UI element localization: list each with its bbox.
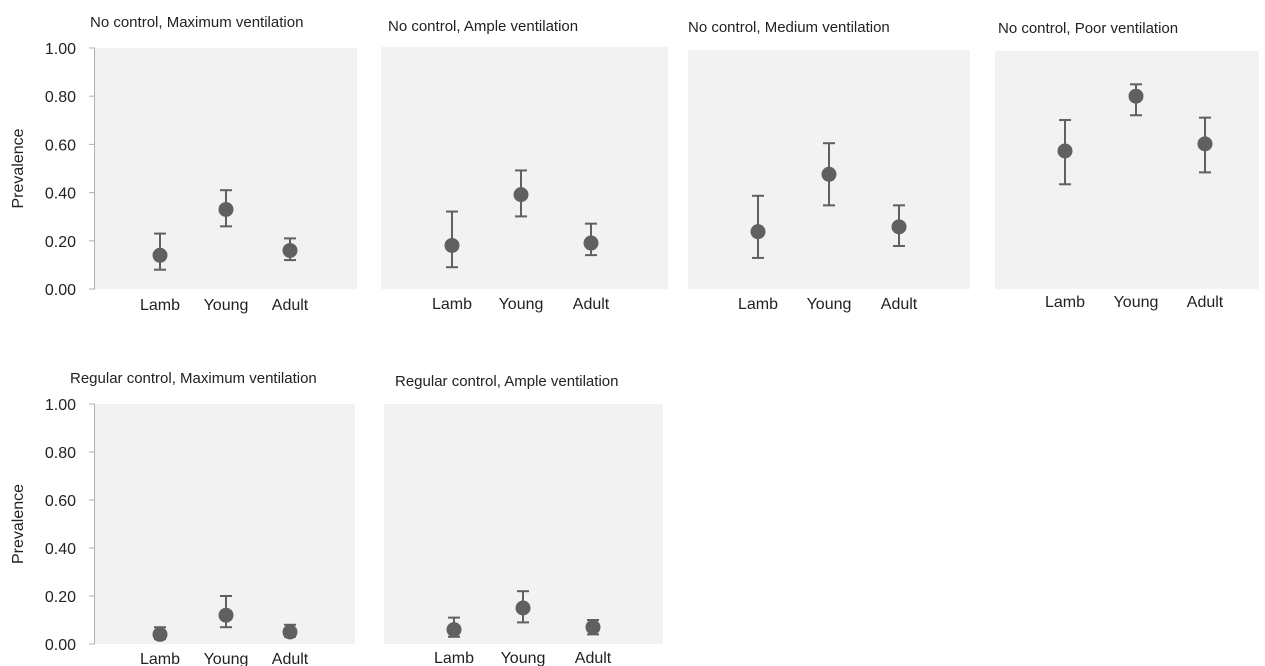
category-label-4-0: Lamb [1045, 294, 1085, 311]
category-label-5-1: Young [204, 651, 249, 666]
y-tick-label-5-0: 0.00 [45, 637, 76, 654]
y-axis-title-1: Prevalence [10, 128, 27, 208]
category-label-4-2: Adult [1187, 294, 1224, 311]
panel-title-4: No control, Poor ventilation [998, 20, 1178, 37]
data-point-5-2 [282, 624, 298, 640]
panel-title-6: Regular control, Ample ventilation [395, 373, 618, 390]
category-label-6-0: Lamb [434, 650, 474, 666]
data-point-1-0 [152, 247, 168, 263]
data-point-6-2 [585, 619, 601, 635]
y-tick-label-1-2: 0.40 [45, 186, 76, 203]
y-tick-label-1-1: 0.20 [45, 234, 76, 251]
data-point-4-2 [1197, 136, 1213, 152]
data-point-6-0 [446, 622, 462, 638]
y-tick-label-1-0: 0.00 [45, 282, 76, 299]
category-label-1-0: Lamb [140, 297, 180, 314]
category-label-4-1: Young [1114, 294, 1159, 311]
y-tick-label-1-5: 1.00 [45, 41, 76, 58]
data-point-1-1 [218, 201, 234, 217]
category-label-2-1: Young [499, 296, 544, 313]
category-label-6-1: Young [501, 650, 546, 666]
data-point-4-1 [1128, 88, 1144, 104]
y-tick-label-5-2: 0.40 [45, 541, 76, 558]
category-label-1-1: Young [204, 297, 249, 314]
panel-title-3: No control, Medium ventilation [688, 19, 890, 36]
data-point-3-0 [750, 224, 766, 240]
data-point-2-2 [583, 235, 599, 251]
plot-area-1 [95, 48, 357, 289]
category-label-3-1: Young [807, 296, 852, 313]
y-tick-label-5-1: 0.20 [45, 589, 76, 606]
data-point-2-1 [513, 187, 529, 203]
category-label-6-2: Adult [575, 650, 612, 666]
category-label-1-2: Adult [272, 297, 309, 314]
y-axis-title-5: Prevalence [10, 484, 27, 564]
panel-title-5: Regular control, Maximum ventilation [70, 370, 317, 387]
category-label-5-0: Lamb [140, 651, 180, 666]
data-point-4-0 [1057, 143, 1073, 159]
category-label-3-2: Adult [881, 296, 918, 313]
plot-area-2 [381, 47, 668, 289]
y-tick-label-1-4: 0.80 [45, 89, 76, 106]
y-tick-label-5-4: 0.80 [45, 445, 76, 462]
data-point-6-1 [515, 600, 531, 616]
data-point-2-0 [444, 237, 460, 253]
data-point-1-2 [282, 242, 298, 258]
data-point-5-0 [152, 626, 168, 642]
category-label-2-2: Adult [573, 296, 610, 313]
category-label-2-0: Lamb [432, 296, 472, 313]
category-label-5-2: Adult [272, 651, 309, 666]
plot-area-4 [995, 51, 1259, 289]
y-tick-label-5-5: 1.00 [45, 397, 76, 414]
panel-title-2: No control, Ample ventilation [388, 18, 578, 35]
data-point-5-1 [218, 607, 234, 623]
panel-title-1: No control, Maximum ventilation [90, 14, 303, 31]
category-label-3-0: Lamb [738, 296, 778, 313]
data-point-3-1 [821, 166, 837, 182]
data-point-3-2 [891, 219, 907, 235]
y-tick-label-5-3: 0.60 [45, 493, 76, 510]
y-tick-label-1-3: 0.60 [45, 137, 76, 154]
